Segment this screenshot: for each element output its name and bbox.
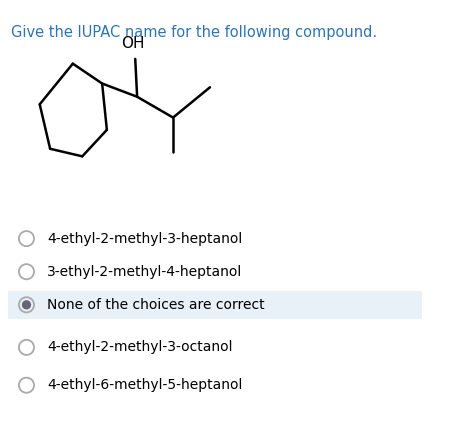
Text: 4-ethyl-2-methyl-3-octanol: 4-ethyl-2-methyl-3-octanol [47, 340, 233, 354]
Circle shape [23, 301, 30, 309]
Text: 4-ethyl-2-methyl-3-heptanol: 4-ethyl-2-methyl-3-heptanol [47, 232, 242, 246]
Text: 4-ethyl-6-methyl-5-heptanol: 4-ethyl-6-methyl-5-heptanol [47, 378, 242, 392]
Text: None of the choices are correct: None of the choices are correct [47, 298, 265, 312]
FancyBboxPatch shape [8, 290, 422, 319]
Text: 3-ethyl-2-methyl-4-heptanol: 3-ethyl-2-methyl-4-heptanol [47, 265, 242, 279]
Text: Give the IUPAC name for the following compound.: Give the IUPAC name for the following co… [11, 25, 377, 40]
Text: OH: OH [122, 36, 145, 51]
